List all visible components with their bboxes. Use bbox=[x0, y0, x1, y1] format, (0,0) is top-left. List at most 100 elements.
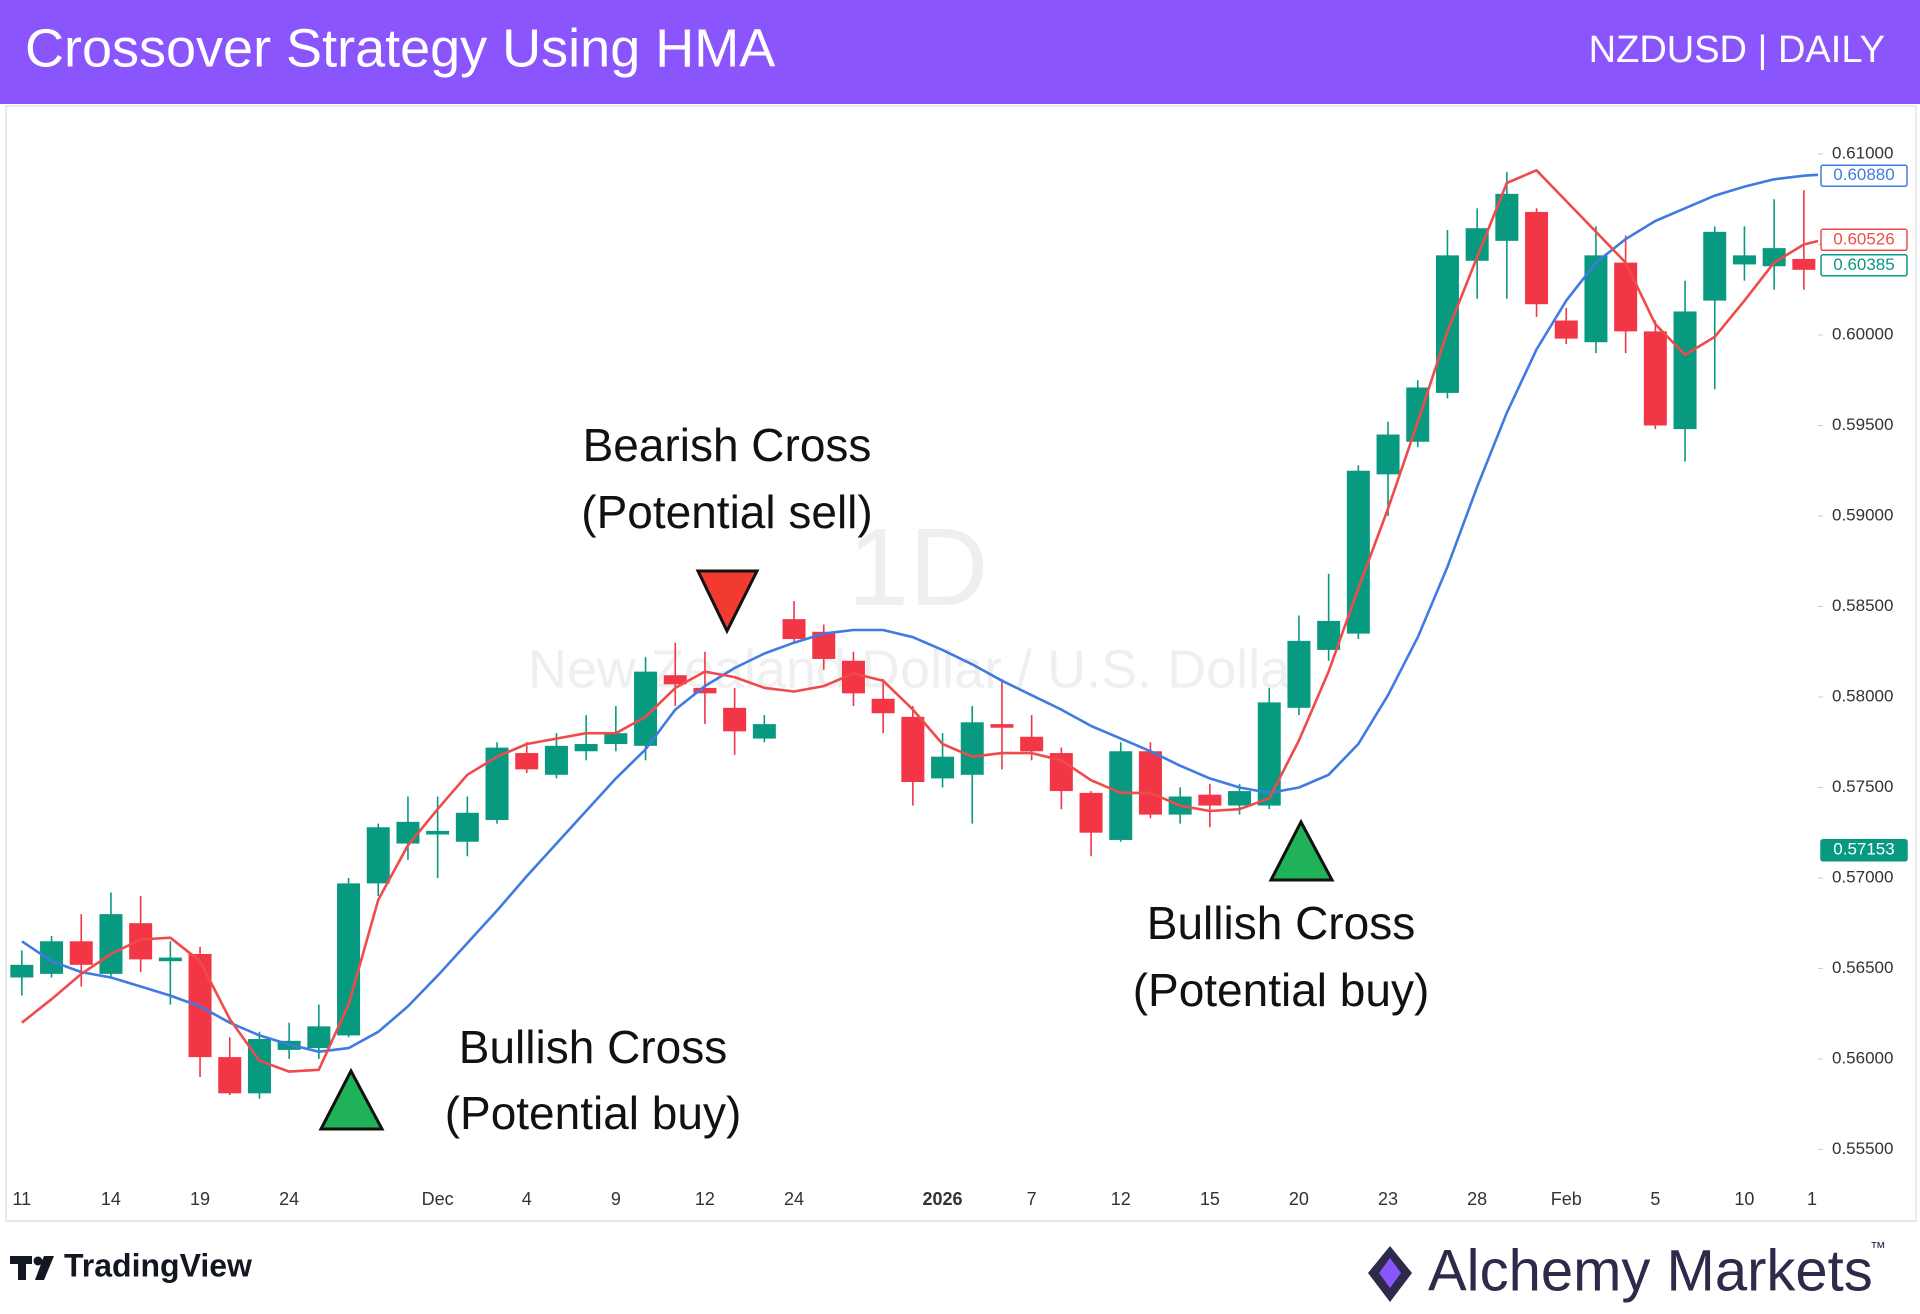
candle-body bbox=[218, 1057, 242, 1094]
candle-body bbox=[693, 687, 717, 694]
axes: 0.55500 0.56000 0.56500 0.57000 0.57500 0.580… bbox=[13, 143, 1908, 1209]
y-tick-label: 0.59000 bbox=[1832, 505, 1893, 524]
candle-body bbox=[1673, 311, 1697, 430]
x-tick-label: 1 bbox=[1807, 1189, 1817, 1209]
trademark: ™ bbox=[1870, 1240, 1886, 1257]
candle-body bbox=[10, 964, 34, 978]
candle-body bbox=[574, 744, 598, 752]
y-tick-label: 0.59500 bbox=[1832, 415, 1893, 434]
chart-subtitle: NZDUSD | DAILY bbox=[1589, 29, 1885, 71]
header-bar bbox=[0, 0, 1920, 104]
y-tick-label: 0.61000 bbox=[1832, 143, 1893, 162]
x-tick-label: 7 bbox=[1027, 1189, 1037, 1209]
candle-body bbox=[396, 821, 420, 844]
x-tick-label: 14 bbox=[101, 1189, 121, 1209]
candle-body bbox=[1495, 193, 1519, 241]
candle-body bbox=[129, 923, 153, 960]
x-tick-label: 28 bbox=[1467, 1189, 1487, 1209]
annotation: (Potential buy) bbox=[445, 1087, 742, 1139]
x-tick-label: 20 bbox=[1289, 1189, 1309, 1209]
x-tick-label: 23 bbox=[1378, 1189, 1398, 1209]
candle-body bbox=[40, 941, 64, 974]
candle-body bbox=[1198, 794, 1222, 806]
candle-body bbox=[634, 671, 658, 746]
candle-body bbox=[247, 1039, 271, 1094]
candle-body bbox=[1732, 255, 1756, 265]
x-tick-label: 12 bbox=[695, 1189, 715, 1209]
candle-body bbox=[1376, 434, 1400, 475]
x-tick-label: 12 bbox=[1111, 1189, 1131, 1209]
candle-body bbox=[1584, 255, 1608, 343]
x-tick-label: 2026 bbox=[923, 1189, 963, 1209]
price-tag-label: 0.60385 bbox=[1833, 255, 1894, 274]
candle-body bbox=[485, 747, 509, 821]
candle-body bbox=[1465, 228, 1489, 261]
x-tick-label: Dec bbox=[422, 1189, 454, 1209]
watermark: New Zealand Dollar / U.S. Dollar bbox=[528, 639, 1308, 699]
x-tick-label: 15 bbox=[1200, 1189, 1220, 1209]
candle-body bbox=[366, 827, 390, 884]
candle-body bbox=[723, 707, 747, 732]
tradingview-text: TradingView bbox=[64, 1247, 252, 1283]
x-tick-label: 11 bbox=[13, 1189, 32, 1209]
x-tick-label: 10 bbox=[1734, 1189, 1754, 1209]
x-tick-label: 24 bbox=[784, 1189, 804, 1209]
buy-triangle bbox=[318, 1067, 385, 1131]
plot bbox=[10, 169, 1818, 1099]
candle-body bbox=[1435, 255, 1459, 393]
candle-body bbox=[931, 756, 955, 779]
y-tick-label: 0.58500 bbox=[1832, 596, 1893, 615]
candle-body bbox=[871, 698, 895, 714]
y-tick-label: 0.60000 bbox=[1832, 324, 1893, 343]
y-tick-label: 0.56500 bbox=[1832, 958, 1893, 977]
candle-body bbox=[1346, 470, 1370, 634]
price-tag bbox=[1820, 839, 1908, 862]
candle-body bbox=[1525, 211, 1549, 305]
watermark: 1D bbox=[848, 506, 989, 629]
x-tick-label: 24 bbox=[279, 1189, 299, 1209]
candle-body bbox=[1643, 331, 1667, 426]
candle-body bbox=[69, 941, 93, 965]
candle-body bbox=[841, 660, 865, 694]
candle-body bbox=[663, 675, 687, 685]
candle-body bbox=[812, 631, 836, 659]
annotation: (Potential buy) bbox=[1133, 964, 1430, 1016]
candle-body bbox=[1020, 736, 1044, 752]
candle-body bbox=[515, 753, 539, 770]
chart-title: Crossover Strategy Using HMA bbox=[25, 18, 775, 78]
candle-body bbox=[1109, 751, 1133, 840]
hma-line bbox=[21, 169, 1818, 1073]
candle-body bbox=[1138, 751, 1162, 815]
candle-body bbox=[960, 722, 984, 775]
price-tag-label: 0.57153 bbox=[1833, 840, 1894, 859]
x-tick-label: 19 bbox=[190, 1189, 210, 1209]
candle-body bbox=[604, 733, 628, 745]
candle-body bbox=[1792, 258, 1816, 270]
candle-body bbox=[901, 716, 925, 783]
annotation: (Potential sell) bbox=[581, 486, 872, 538]
candle-body bbox=[1079, 792, 1103, 833]
candle-body bbox=[99, 914, 123, 974]
candle-body bbox=[307, 1026, 331, 1049]
candle-body bbox=[1703, 231, 1727, 301]
candle-body bbox=[337, 883, 361, 1036]
annotation: Bearish Cross bbox=[583, 419, 872, 471]
x-tick-label: Feb bbox=[1551, 1189, 1582, 1209]
candle-body bbox=[544, 745, 568, 775]
candle-body bbox=[1228, 791, 1252, 806]
y-tick-label: 0.55500 bbox=[1832, 1139, 1893, 1158]
x-tick-label: 5 bbox=[1650, 1189, 1660, 1209]
tradingview-logo bbox=[10, 1256, 54, 1280]
candle-body bbox=[1762, 248, 1786, 267]
candle-body bbox=[1614, 262, 1638, 332]
candle-body bbox=[1317, 620, 1341, 650]
alchemy-logo bbox=[1368, 1246, 1412, 1302]
y-tick-label: 0.57000 bbox=[1832, 867, 1893, 886]
candle-body bbox=[990, 724, 1014, 728]
alchemy-text: Alchemy Markets bbox=[1428, 1238, 1873, 1303]
y-tick-label: 0.56000 bbox=[1832, 1048, 1893, 1067]
candle-body bbox=[426, 830, 450, 835]
price-tag bbox=[1820, 254, 1908, 277]
